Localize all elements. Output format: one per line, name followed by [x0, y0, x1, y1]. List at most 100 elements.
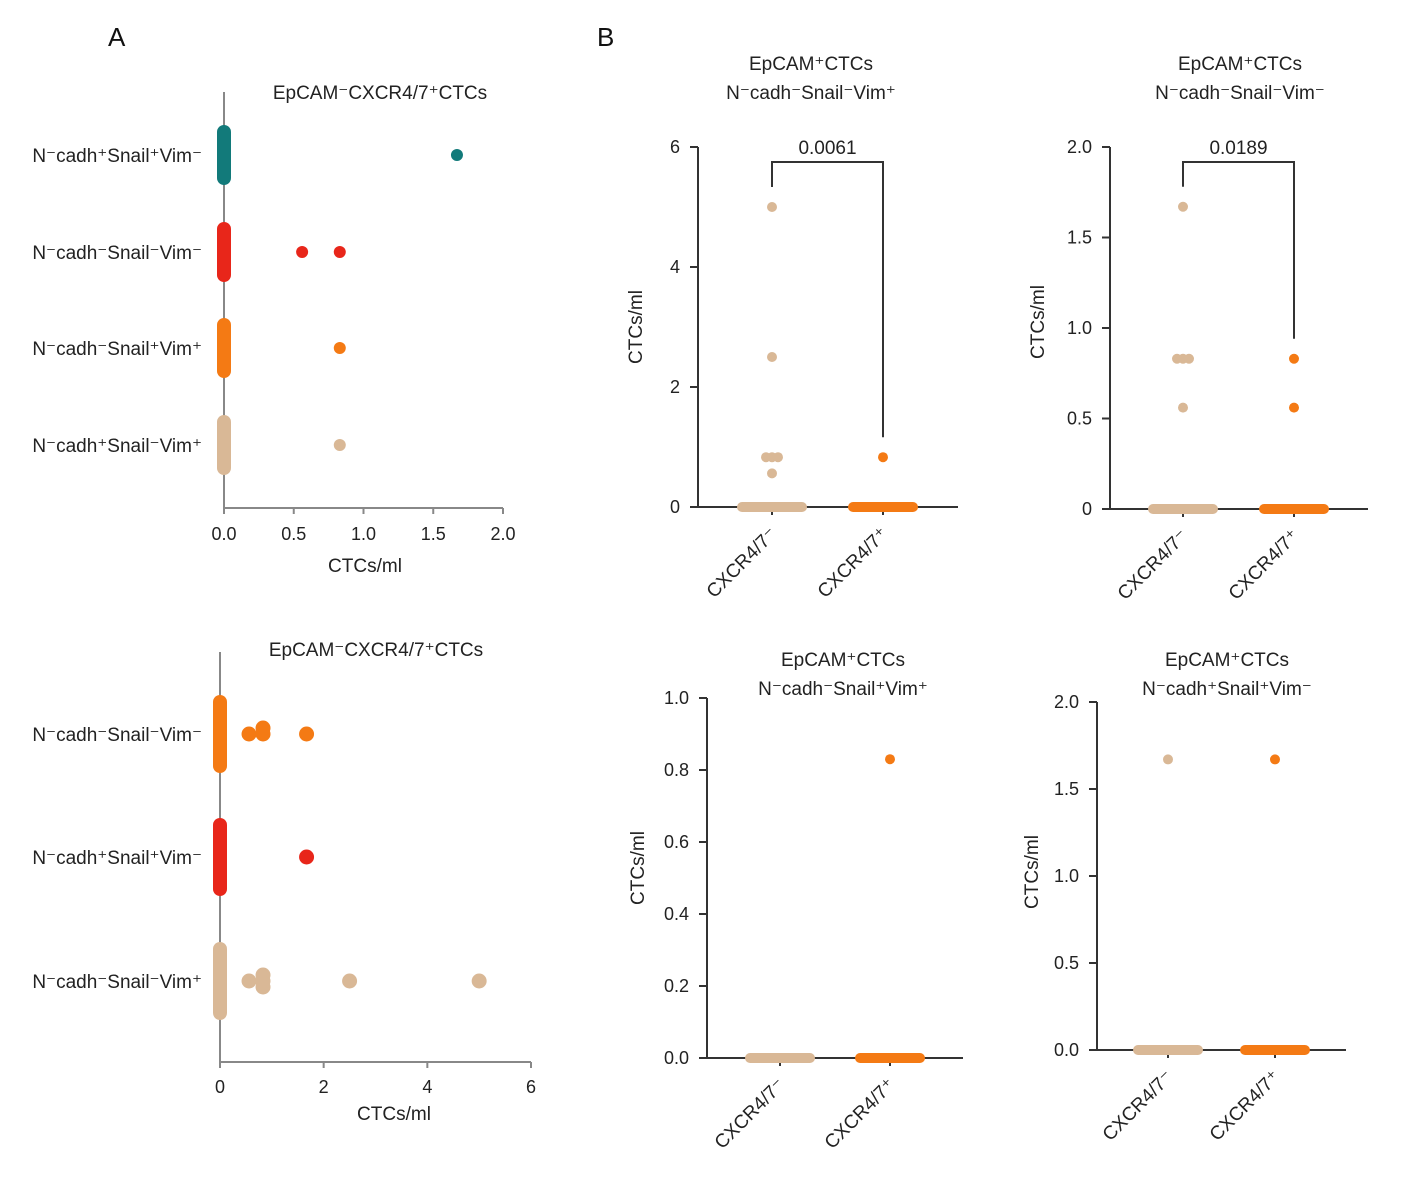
- category-label: N⁻cadh⁻Snail⁻Vim⁺: [32, 972, 202, 993]
- category-label: CXCR4/7⁺: [821, 1075, 900, 1154]
- zero-values-bar: [737, 502, 807, 512]
- zero-values-bar: [213, 818, 227, 896]
- data-point: [333, 246, 346, 258]
- x-tick-label: 6: [526, 1077, 536, 1097]
- y-tick-label: 0.4: [664, 904, 689, 924]
- zero-values-bar: [745, 1053, 815, 1063]
- category-label: CXCR4/7⁻: [1114, 526, 1193, 605]
- zero-values-bar: [217, 318, 231, 378]
- y-tick-label: 1.0: [1067, 318, 1092, 338]
- category-label: CXCR4/7⁺: [1225, 526, 1304, 605]
- data-point: [773, 452, 783, 463]
- x-tick-label: 0.0: [211, 524, 236, 544]
- data-point: [296, 246, 309, 258]
- data-point: [761, 452, 771, 463]
- y-tick-label: 0.8: [664, 760, 689, 780]
- y-tick-label: 0: [1082, 499, 1092, 519]
- category-label: N⁻cadh⁻Snail⁻Vim⁻: [32, 725, 202, 746]
- chart-title-line2: N⁻cadh⁻Snail⁺Vim⁺: [758, 679, 928, 700]
- data-point: [1289, 353, 1299, 364]
- data-point: [241, 726, 257, 742]
- chart-title: EpCAM⁻CXCR4/7⁺CTCs: [269, 640, 483, 661]
- data-point: [878, 452, 888, 463]
- y-tick-label: 6: [670, 137, 680, 157]
- y-tick-label: 1.5: [1054, 779, 1079, 799]
- y-tick-label: 1.0: [664, 688, 689, 708]
- chart-title-line1: EpCAM⁺CTCs: [1165, 650, 1289, 671]
- data-point: [1178, 402, 1188, 413]
- data-point: [1270, 754, 1280, 765]
- zero-values-bar: [217, 222, 231, 282]
- chart-title-line2: N⁻cadh⁺Snail⁺Vim⁻: [1142, 679, 1312, 700]
- y-tick-label: 0.6: [664, 832, 689, 852]
- y-tick-label: 0: [670, 497, 680, 517]
- y-tick-label: 2.0: [1054, 692, 1079, 712]
- data-point: [299, 726, 315, 742]
- y-tick-label: 0.0: [664, 1048, 689, 1068]
- y-tick-label: 1.0: [1054, 866, 1079, 886]
- zero-values-bar: [1259, 504, 1329, 514]
- data-point: [450, 149, 463, 161]
- zero-values-bar: [848, 502, 918, 512]
- category-label: CXCR4/7⁺: [1206, 1067, 1285, 1146]
- category-label: N⁻cadh⁻Snail⁻Vim⁻: [32, 243, 202, 264]
- y-axis-label: CTCs/ml: [1028, 285, 1049, 359]
- zero-values-bar: [213, 695, 227, 773]
- y-tick-label: 0.2: [664, 976, 689, 996]
- data-point: [241, 973, 257, 989]
- zero-values-bar: [1240, 1045, 1310, 1055]
- y-axis-label: CTCs/ml: [1022, 835, 1043, 909]
- data-point: [1172, 353, 1182, 364]
- data-point: [333, 439, 346, 451]
- category-label: CXCR4/7⁻: [711, 1075, 790, 1154]
- category-label: N⁻cadh⁺Snail⁺Vim⁻: [32, 146, 202, 167]
- data-point: [767, 468, 777, 479]
- data-point: [342, 973, 358, 989]
- x-tick-label: 1.0: [351, 524, 376, 544]
- y-tick-label: 0.5: [1067, 409, 1092, 429]
- data-point: [255, 967, 271, 983]
- chart-title-line2: N⁻cadh⁻Snail⁻Vim⁻: [1155, 83, 1325, 104]
- data-point: [885, 754, 895, 765]
- y-tick-label: 4: [670, 257, 680, 277]
- zero-values-bar: [1148, 504, 1218, 514]
- zero-values-bar: [217, 125, 231, 185]
- chart-title-line1: EpCAM⁺CTCs: [1178, 54, 1302, 75]
- category-label: CXCR4/7⁻: [1099, 1067, 1178, 1146]
- y-tick-label: 2: [670, 377, 680, 397]
- x-tick-label: 4: [422, 1077, 432, 1097]
- panel-label-b: B: [597, 22, 614, 52]
- significance-bracket: [1182, 161, 1295, 339]
- category-label: CXCR4/7⁻: [703, 524, 782, 603]
- x-tick-label: 1.5: [421, 524, 446, 544]
- zero-values-bar: [213, 942, 227, 1020]
- y-tick-label: 0.0: [1054, 1040, 1079, 1060]
- y-tick-label: 0.5: [1054, 953, 1079, 973]
- p-value-label: 0.0061: [798, 138, 856, 159]
- x-axis-label: CTCs/ml: [328, 556, 402, 577]
- x-tick-label: 0.5: [281, 524, 306, 544]
- panel-label-a: A: [108, 22, 126, 52]
- y-tick-label: 2.0: [1067, 137, 1092, 157]
- y-axis-label: CTCs/ml: [628, 831, 649, 905]
- category-label: N⁻cadh⁻Snail⁺Vim⁺: [32, 339, 202, 360]
- data-point: [333, 342, 346, 354]
- zero-values-bar: [855, 1053, 925, 1063]
- data-point: [471, 973, 487, 989]
- p-value-label: 0.0189: [1209, 138, 1267, 159]
- category-label: CXCR4/7⁺: [814, 524, 893, 603]
- zero-values-bar: [1133, 1045, 1203, 1055]
- data-point: [767, 352, 777, 362]
- chart-title-line1: EpCAM⁺CTCs: [749, 54, 873, 75]
- zero-values-bar: [217, 415, 231, 475]
- category-label: N⁻cadh⁺Snail⁺Vim⁻: [32, 848, 202, 869]
- data-point: [1163, 754, 1173, 765]
- chart-title-line1: EpCAM⁺CTCs: [781, 650, 905, 671]
- x-tick-label: 2: [319, 1077, 329, 1097]
- chart-title: EpCAM⁻CXCR4/7⁺CTCs: [273, 83, 487, 104]
- data-point: [1184, 353, 1194, 364]
- category-label: N⁻cadh⁺Snail⁻Vim⁺: [32, 436, 202, 457]
- significance-bracket: [771, 161, 884, 438]
- data-point: [255, 979, 271, 995]
